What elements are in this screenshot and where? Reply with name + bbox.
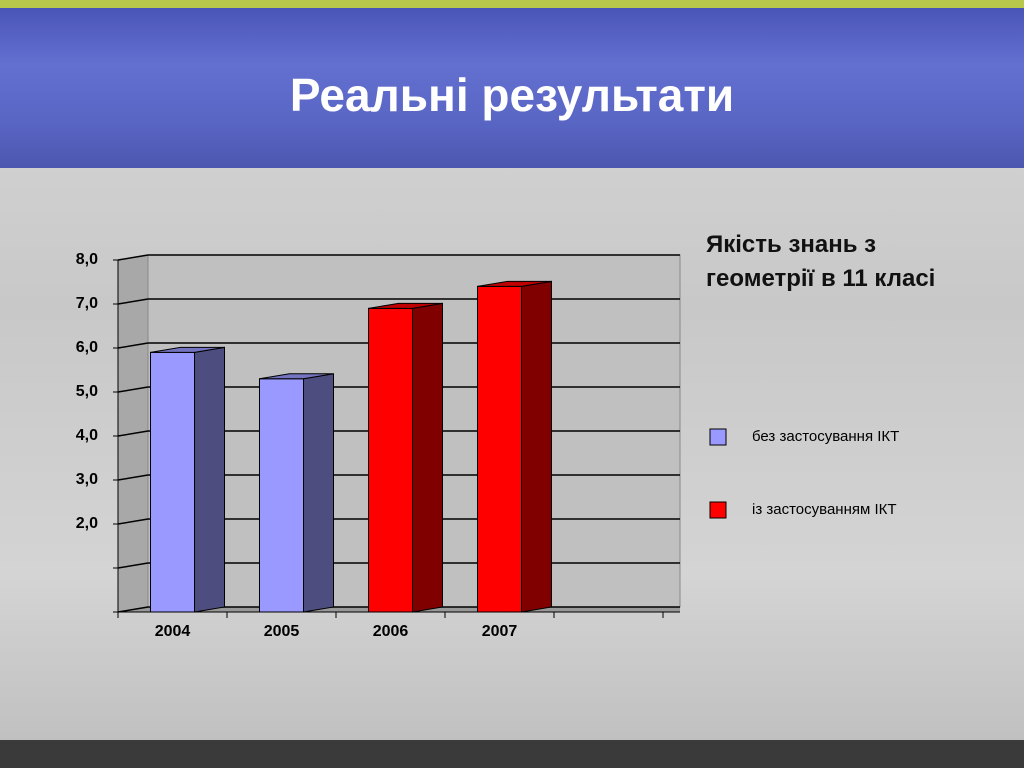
- grid-line-side: [117, 254, 149, 261]
- grid-line-side: [117, 518, 149, 525]
- legend-swatch: [709, 501, 727, 519]
- y-tick-label: 6,0: [76, 339, 98, 356]
- bar-top: [368, 302, 443, 309]
- x-tick-label: 2004: [155, 623, 191, 640]
- slide-title: Реальні результати: [289, 69, 735, 121]
- header: [0, 0, 1024, 168]
- bar: [477, 285, 522, 613]
- grid-line-side: [117, 606, 149, 613]
- bar-top: [150, 346, 225, 353]
- bar: [368, 307, 413, 613]
- legend-label: без застосування ІКТ: [752, 428, 899, 445]
- y-tick-label: 2,0: [76, 515, 98, 532]
- grid-line-side: [117, 562, 149, 569]
- legend-label: із застосуванням ІКТ: [752, 501, 897, 518]
- bar-side: [303, 373, 334, 613]
- bar-side: [412, 302, 443, 613]
- bar: [259, 378, 304, 613]
- grid-line-side: [117, 298, 149, 305]
- y-tick-label: 4,0: [76, 427, 98, 444]
- grid-line-side: [117, 430, 149, 437]
- bar-top: [259, 373, 334, 380]
- x-tick-label: 2005: [264, 623, 300, 640]
- bar-side: [194, 346, 225, 613]
- y-tick-label: 8,0: [76, 251, 98, 268]
- bar: [150, 351, 195, 613]
- bar-top: [477, 280, 552, 287]
- x-tick-label: 2007: [482, 623, 518, 640]
- chart-title: Якість знань з геометрії в 11 класі: [706, 231, 936, 292]
- grid-line-side: [117, 386, 149, 393]
- x-tick-label: 2006: [373, 623, 409, 640]
- grid-line-side: [117, 474, 149, 481]
- y-tick-label: 7,0: [76, 295, 98, 312]
- bar-side: [521, 280, 552, 613]
- legend-swatch: [709, 428, 727, 446]
- y-tick-label: 3,0: [76, 471, 98, 488]
- footer-bar: [0, 740, 1024, 768]
- y-tick-label: 5,0: [76, 383, 98, 400]
- grid-line-side: [117, 342, 149, 349]
